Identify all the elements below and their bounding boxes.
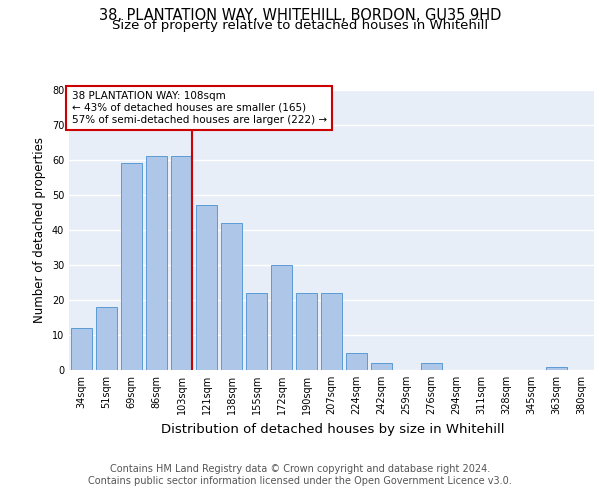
Text: 38, PLANTATION WAY, WHITEHILL, BORDON, GU35 9HD: 38, PLANTATION WAY, WHITEHILL, BORDON, G… (99, 8, 501, 22)
Bar (371, 363, 392, 370)
Bar (221, 223, 242, 370)
Text: Size of property relative to detached houses in Whitehill: Size of property relative to detached ho… (112, 19, 488, 32)
Bar (546, 366, 567, 370)
Bar (321, 293, 342, 370)
Bar (121, 164, 142, 370)
Bar (71, 328, 92, 370)
Bar (196, 206, 217, 370)
Text: 38 PLANTATION WAY: 108sqm
← 43% of detached houses are smaller (165)
57% of semi: 38 PLANTATION WAY: 108sqm ← 43% of detac… (71, 92, 327, 124)
Text: Contains HM Land Registry data © Crown copyright and database right 2024.
Contai: Contains HM Land Registry data © Crown c… (88, 464, 512, 485)
Bar (246, 293, 267, 370)
Text: Distribution of detached houses by size in Whitehill: Distribution of detached houses by size … (161, 422, 505, 436)
Bar (271, 265, 292, 370)
Bar (171, 156, 192, 370)
Y-axis label: Number of detached properties: Number of detached properties (33, 137, 46, 323)
Bar (421, 363, 442, 370)
Bar (296, 293, 317, 370)
Bar (146, 156, 167, 370)
Bar (96, 307, 117, 370)
Bar (346, 352, 367, 370)
